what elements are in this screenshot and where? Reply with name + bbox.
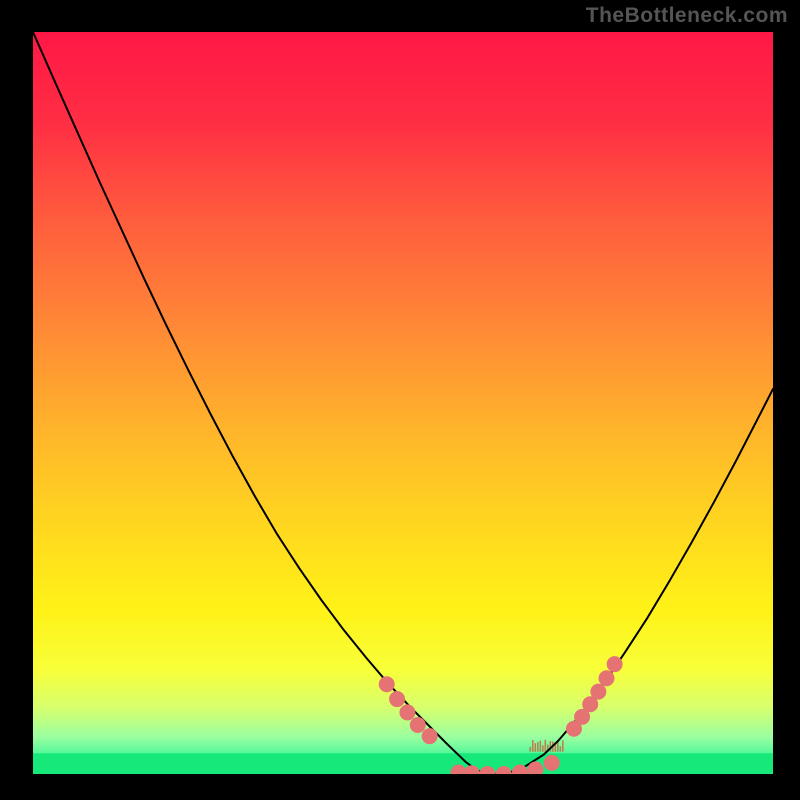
marker-dot — [599, 670, 615, 686]
plot-area — [33, 32, 773, 774]
marker-dot — [399, 704, 415, 720]
marker-dot — [544, 755, 560, 771]
marker-dot — [379, 676, 395, 692]
marker-dot — [590, 684, 606, 700]
chart-root: TheBottleneck.com — [0, 0, 800, 800]
marker-dot — [607, 656, 623, 672]
marker-dot — [422, 728, 438, 744]
marker-dot — [410, 717, 426, 733]
watermark-text: TheBottleneck.com — [586, 4, 788, 28]
bottleneck-curve — [33, 32, 773, 774]
marker-dot — [389, 691, 405, 707]
curve-layer — [33, 32, 773, 774]
